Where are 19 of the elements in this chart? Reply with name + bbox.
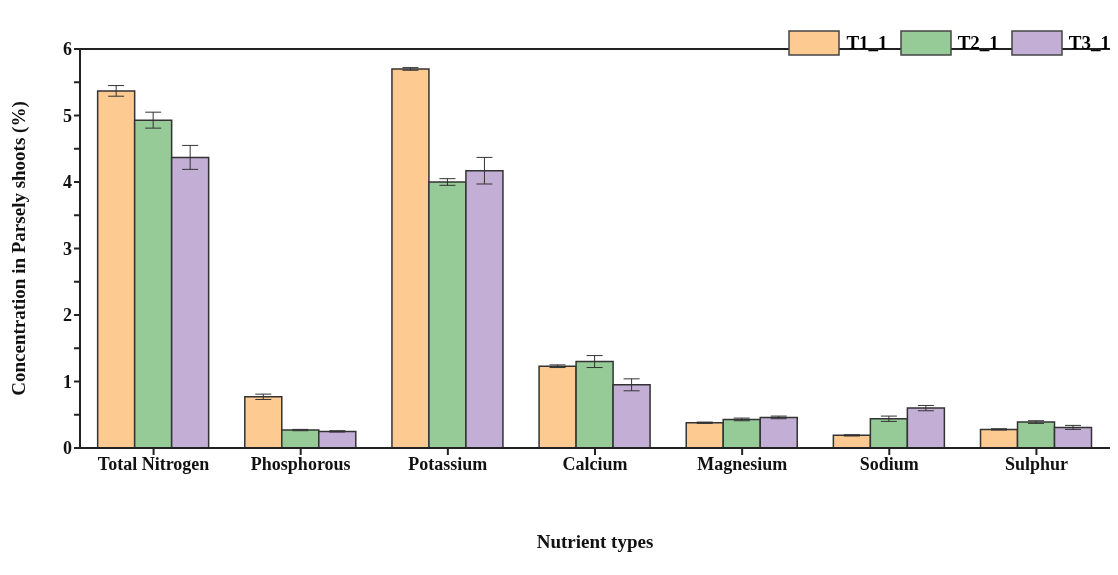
legend-label: T2_1 <box>957 32 999 54</box>
y-tick-label: 3 <box>63 238 72 259</box>
x-tick-label: Total Nitrogen <box>97 453 210 474</box>
x-tick-label: Sodium <box>859 453 919 474</box>
legend-label: T3_1 <box>1068 32 1110 54</box>
y-tick-label: 0 <box>63 438 72 459</box>
y-tick-label: 1 <box>63 371 72 392</box>
y-tick-label: 4 <box>63 172 72 193</box>
x-tick-label: Magnesium <box>697 453 788 474</box>
legend-label: T1_1 <box>846 32 888 54</box>
x-axis-title: Nutrient types <box>536 531 654 552</box>
x-tick-label: Calcium <box>562 453 628 474</box>
x-tick-label: Sulphur <box>1004 453 1068 474</box>
y-axis-title: Concentration in Parsely shoots (%) <box>7 101 30 396</box>
x-tick-label: Potassium <box>408 453 488 474</box>
y-tick-label: 5 <box>63 105 72 126</box>
x-tick-label: Phosphorous <box>250 453 351 474</box>
y-tick-label: 2 <box>63 305 72 326</box>
y-tick-label: 6 <box>63 39 72 60</box>
